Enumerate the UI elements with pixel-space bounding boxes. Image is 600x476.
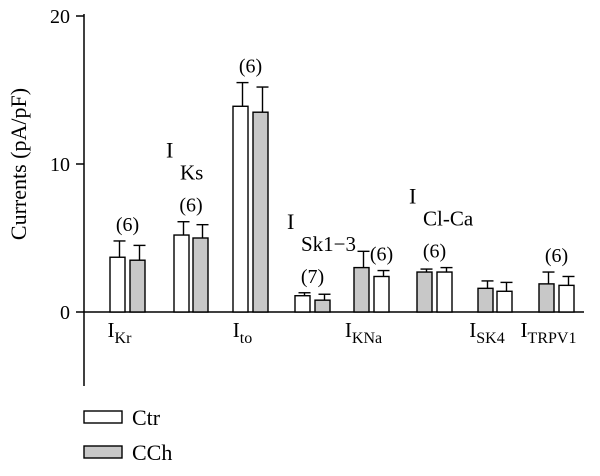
current-label: ITRPV1 xyxy=(521,318,577,347)
bar-ctr xyxy=(558,284,575,313)
sample-size-label: (7) xyxy=(301,266,324,288)
current-label-subscript: to xyxy=(240,330,252,347)
current-label-subscript: Kr xyxy=(115,330,133,347)
current-label-subscript: SK4 xyxy=(476,330,504,347)
y-axis-label: Currents (pA/pF) xyxy=(6,88,31,240)
current-label-text: ISK4 xyxy=(469,318,504,347)
sample-size-labels: (6) (6) (6) (7) (6) (6) (6) xyxy=(116,56,568,288)
bar-cch xyxy=(538,283,555,313)
axes: 0 10 20 xyxy=(50,6,584,386)
current-label: I Ks xyxy=(166,138,203,185)
sample-size-label: (6) xyxy=(545,245,568,267)
current-label: Ito xyxy=(233,318,252,347)
sample-size-label: (6) xyxy=(239,56,262,78)
current-label-subscript: TRPV1 xyxy=(528,330,577,347)
sample-size-label: (6) xyxy=(423,241,446,263)
current-label-subscript: Ks xyxy=(180,161,203,185)
bar-cch xyxy=(129,259,146,313)
sample-size-label: (6) xyxy=(370,244,393,266)
bar-ctr xyxy=(294,295,311,313)
current-label-text: IKr xyxy=(108,318,133,347)
bar-cch xyxy=(416,271,433,313)
current-label-text: IKNa xyxy=(345,318,382,347)
y-tick-label: 20 xyxy=(50,6,70,28)
y-tick-label: 10 xyxy=(50,154,70,176)
bar-cch xyxy=(314,299,331,313)
bars xyxy=(109,105,575,313)
bar-cch xyxy=(353,266,370,313)
bar-ctr xyxy=(173,234,190,313)
current-label-text: I xyxy=(409,184,416,209)
current-label-text: ITRPV1 xyxy=(521,318,577,347)
current-label: I Cl-Ca xyxy=(409,184,474,231)
sample-size-label: (6) xyxy=(116,214,139,236)
bar-cch xyxy=(192,237,209,313)
y-ticks: 0 10 20 xyxy=(50,6,84,324)
current-label-text: Ito xyxy=(233,318,252,347)
current-label: ISK4 xyxy=(469,318,504,347)
bar-ctr xyxy=(109,256,126,313)
error-bars xyxy=(113,81,575,301)
legend-swatch-cch xyxy=(83,445,123,459)
y-tick-label: 0 xyxy=(60,302,70,324)
current-label: IKr xyxy=(108,318,133,347)
current-label: IKNa xyxy=(345,318,382,347)
bar-ctr xyxy=(496,290,513,313)
legend-swatch-ctr xyxy=(83,410,123,424)
current-label-subscript: KNa xyxy=(352,330,382,347)
legend-label-ctr: Ctr xyxy=(132,405,161,430)
legend-label-cch: CCh xyxy=(132,440,172,465)
current-label-subscript: Sk1−3 xyxy=(301,232,356,256)
bar-ctr xyxy=(373,275,390,313)
current-label-subscript: Cl-Ca xyxy=(423,207,474,231)
bar-ctr xyxy=(232,105,249,313)
bar-cch xyxy=(477,287,494,313)
legend: Ctr CCh xyxy=(83,405,172,465)
bar-ctr xyxy=(436,271,453,313)
sample-size-label: (6) xyxy=(179,195,202,217)
current-label-text: I xyxy=(166,138,173,163)
bar-cch xyxy=(252,111,269,313)
current-label: I Sk1−3 xyxy=(287,209,356,256)
current-label-text: I xyxy=(287,209,294,234)
